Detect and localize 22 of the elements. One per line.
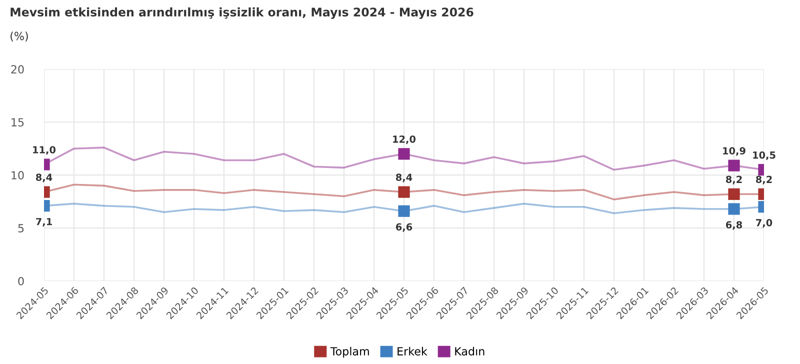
legend-label: Toplam [330, 346, 369, 358]
annotation: 8,2 [726, 176, 742, 184]
y-tick-label: 15 [12, 118, 24, 126]
annotation: 12,0 [393, 135, 416, 144]
y-tick-label: 0 [18, 276, 24, 286]
annotation: 10,9 [723, 147, 746, 156]
y-axis-title: (%) [10, 32, 28, 42]
annotation: 8,4 [36, 174, 52, 182]
annotation: 6,8 [726, 221, 742, 230]
annotation: 11,0 [33, 146, 56, 155]
legend-label: Erkek [398, 346, 428, 356]
chart-title: Mevsim etkisinden arındırılmış işsizlik oranı, Mayıs 2024 - Mayıs 2026 [10, 7, 474, 19]
annotation: 8,4 [396, 174, 412, 182]
annotation: 7,1 [36, 218, 52, 227]
y-tick-label: 5 [18, 224, 24, 232]
y-tick-label: 10 [12, 171, 24, 180]
y-tick-label: 20 [11, 65, 24, 74]
annotation: 10,5 [753, 151, 776, 160]
annotation: 7,0 [756, 218, 772, 228]
annotation: 8,2 [756, 176, 772, 184]
annotation: 6,6 [396, 223, 412, 232]
legend-label: Kadın [455, 346, 484, 356]
